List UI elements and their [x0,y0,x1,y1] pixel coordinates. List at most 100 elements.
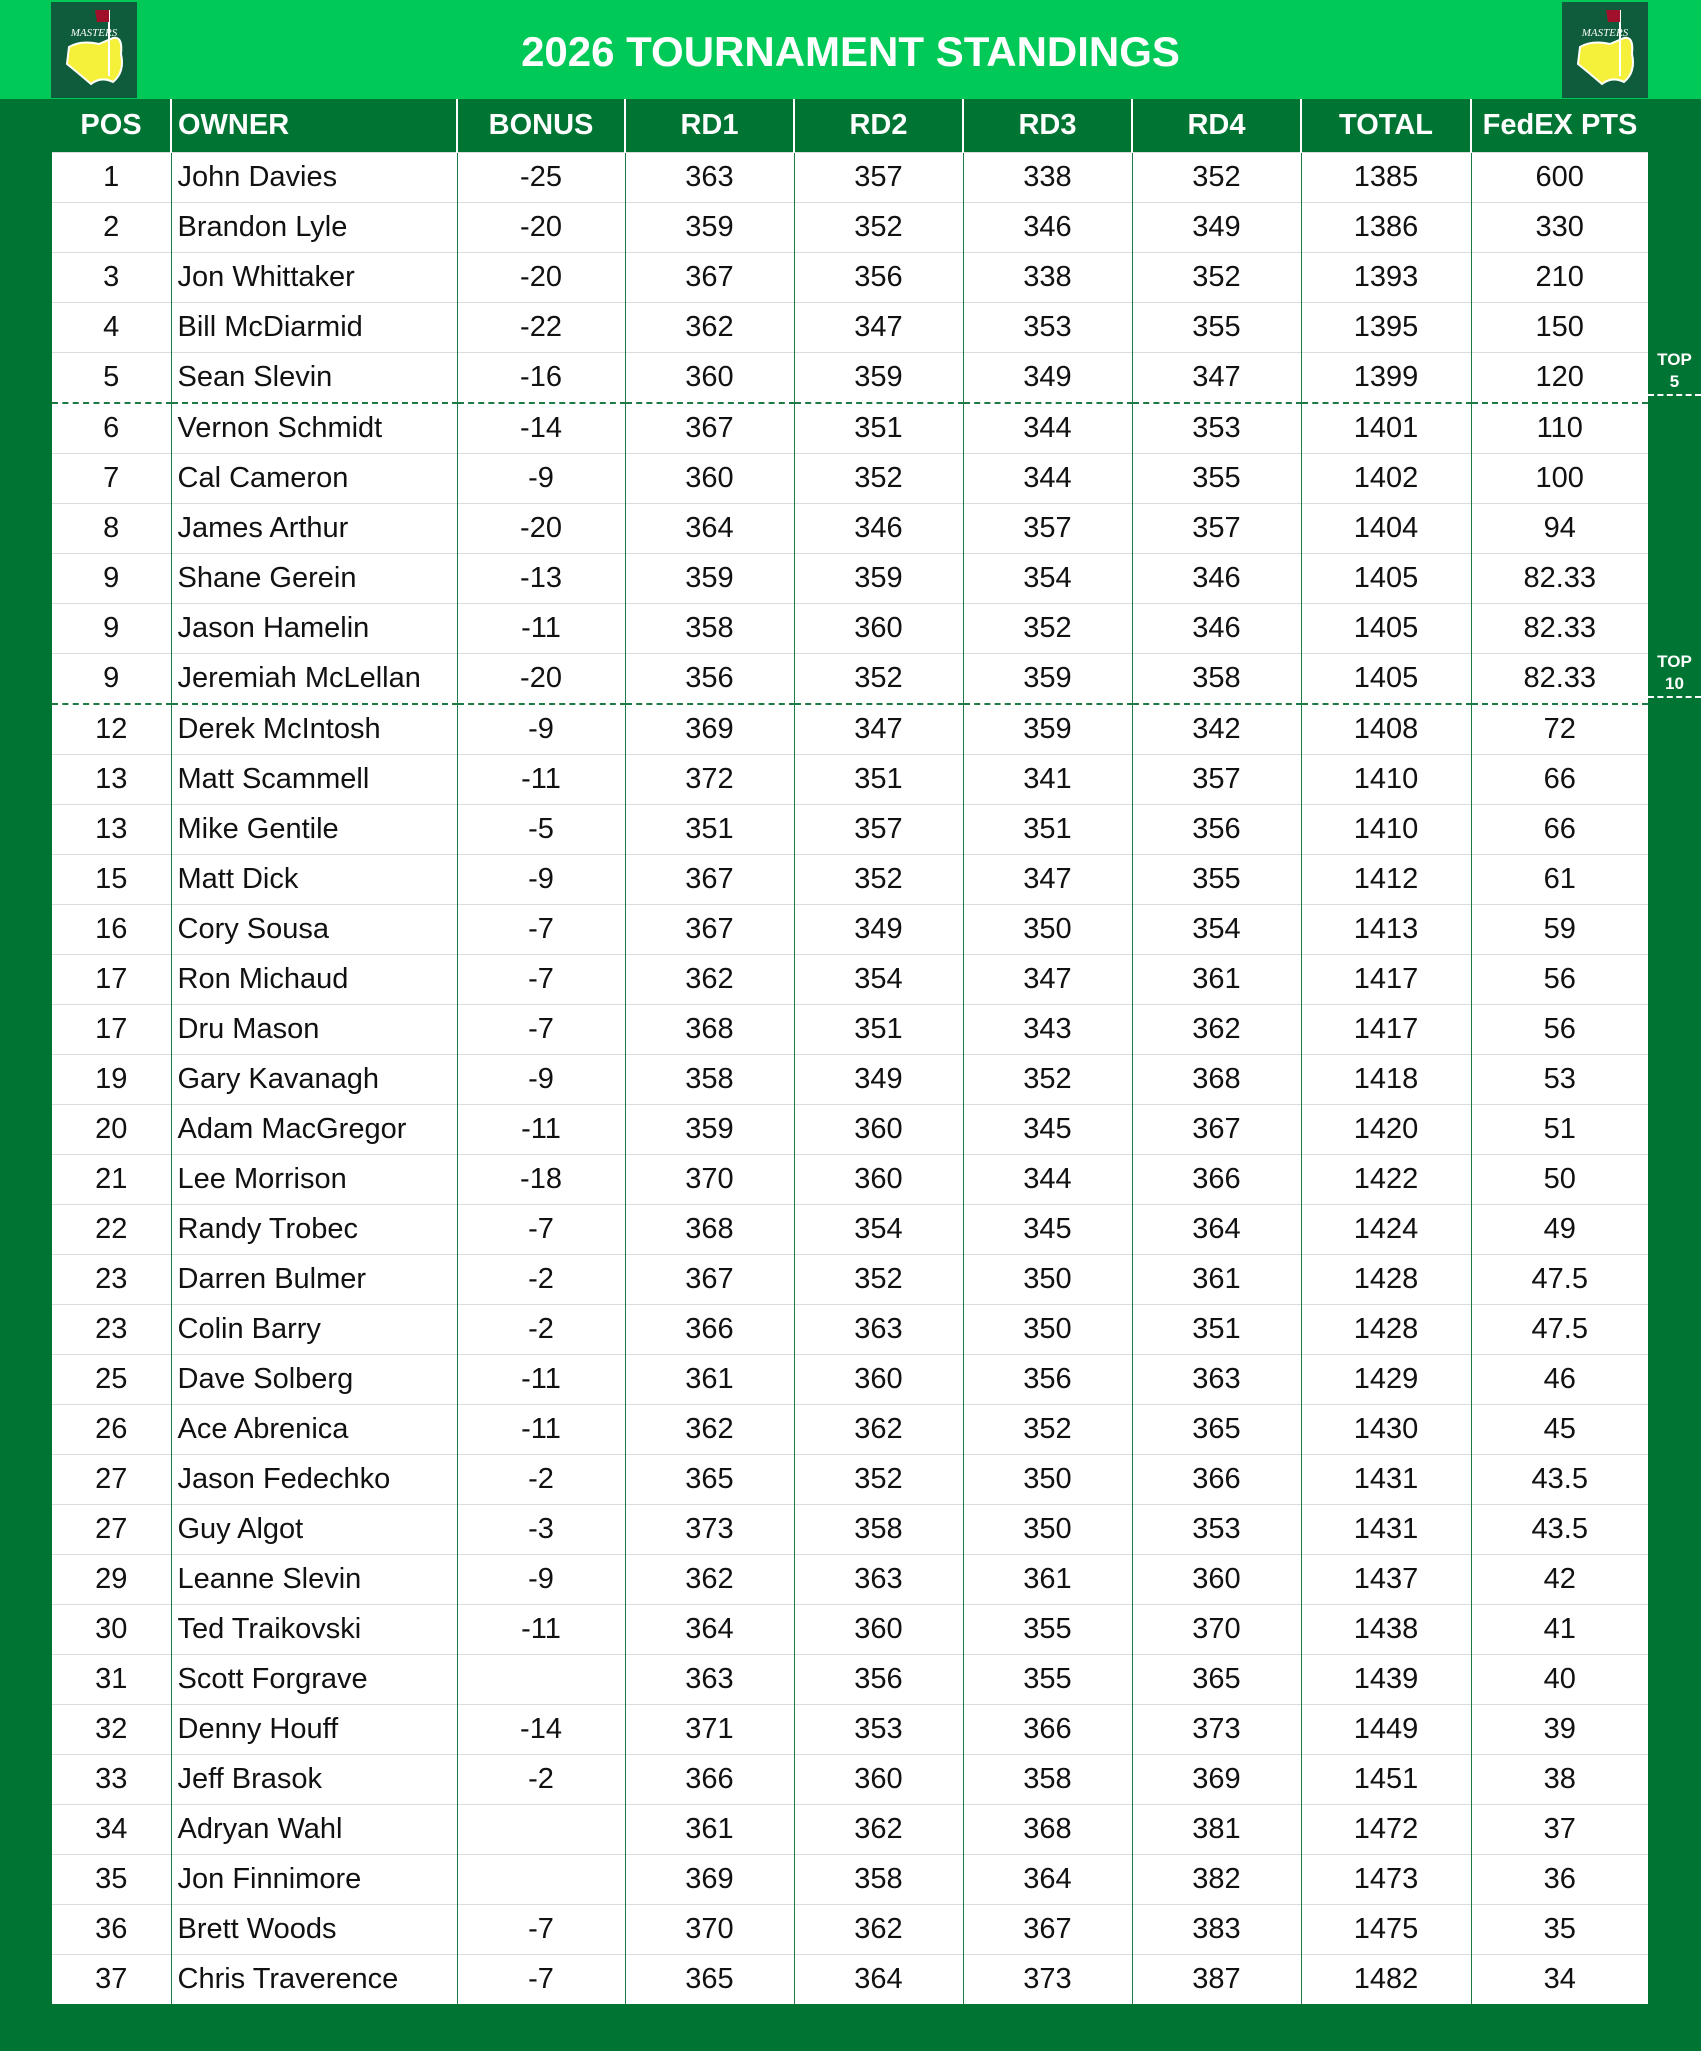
cell-rd1: 362 [624,302,794,353]
cell-total: 1438 [1300,1604,1471,1655]
cell-rd4: 387 [1131,1954,1301,2004]
cell-fedex-pts: 41 [1470,1604,1648,1655]
cell-pos: 9 [52,553,171,604]
cell-total: 1417 [1300,1004,1471,1055]
cell-rd3: 364 [962,1854,1132,1905]
cell-fedex-pts: 45 [1470,1404,1648,1455]
cell-pos: 32 [52,1704,171,1755]
cell-fedex-pts: 46 [1470,1354,1648,1405]
cell-rd4: 362 [1131,1004,1301,1055]
cell-total: 1405 [1300,653,1471,705]
table-row: 1 John Davies -25 363 357 338 352 1385 600 [52,152,1648,203]
cell-rd4: 352 [1131,152,1301,203]
cell-owner: Jason Fedechko [170,1454,457,1505]
cell-total: 1473 [1300,1854,1471,1905]
cell-fedex-pts: 66 [1470,804,1648,855]
cell-rd3: 367 [962,1904,1132,1955]
cell-owner: Jon Whittaker [170,252,457,303]
cell-pos: 31 [52,1654,171,1705]
cell-rd1: 366 [624,1754,794,1805]
cell-fedex-pts: 35 [1470,1904,1648,1955]
table-row: 5 Sean Slevin -16 360 359 349 347 1399 120 [52,352,1648,404]
cell-owner: Lee Morrison [170,1154,457,1205]
cell-rd4: 373 [1131,1704,1301,1755]
cell-fedex-pts: 82.33 [1470,603,1648,654]
cell-owner: John Davies [170,152,457,203]
cell-rd1: 365 [624,1954,794,2004]
standings-table: POS OWNER BONUS RD1 RD2 RD3 RD4 TOTAL FedEX PTS … [52,99,1648,2004]
table-row: 25 Dave Solberg -11 361 360 356 363 1429 46 [52,1354,1648,1405]
cell-fedex-pts: 56 [1470,1004,1648,1055]
cell-bonus: -2 [456,1754,625,1805]
cell-owner: Bill McDiarmid [170,302,457,353]
table-row: 37 Chris Traverence -7 365 364 373 387 1482 34 [52,1954,1648,2004]
cell-total: 1410 [1300,754,1471,805]
cell-rd1: 359 [624,553,794,604]
cell-rd3: 366 [962,1704,1132,1755]
cell-rd3: 355 [962,1604,1132,1655]
cell-bonus: -9 [456,1054,625,1105]
cell-rd1: 372 [624,754,794,805]
cell-fedex-pts: 56 [1470,954,1648,1005]
cell-owner: Guy Algot [170,1504,457,1555]
cell-rd4: 346 [1131,603,1301,654]
cell-rd1: 367 [624,252,794,303]
cell-rd2: 362 [793,1804,963,1855]
cell-rd3: 345 [962,1104,1132,1155]
cell-bonus: -7 [456,1954,625,2004]
cell-rd1: 366 [624,1304,794,1355]
cell-total: 1410 [1300,804,1471,855]
cell-bonus: -25 [456,152,625,203]
table-row: 29 Leanne Slevin -9 362 363 361 360 1437 42 [52,1554,1648,1605]
cell-rd3: 357 [962,503,1132,554]
cell-bonus [456,1854,625,1905]
cell-bonus: -16 [456,352,625,404]
cell-fedex-pts: 47.5 [1470,1254,1648,1305]
cell-rd1: 369 [624,1854,794,1905]
marker-label: 5 [1669,372,1680,391]
cell-pos: 25 [52,1354,171,1405]
cell-rd1: 360 [624,352,794,404]
table-row: 16 Cory Sousa -7 367 349 350 354 1413 59 [52,904,1648,955]
cell-pos: 13 [52,754,171,805]
cell-rd1: 370 [624,1904,794,1955]
cell-total: 1385 [1300,152,1471,203]
cell-pos: 8 [52,503,171,554]
cell-rd4: 369 [1131,1754,1301,1805]
cell-rd4: 352 [1131,252,1301,303]
cell-owner: James Arthur [170,503,457,554]
column-header-rd2: RD2 [793,99,963,153]
cell-pos: 23 [52,1304,171,1355]
cell-rd3: 352 [962,1054,1132,1105]
cell-rd2: 362 [793,1904,963,1955]
cell-fedex-pts: 39 [1470,1704,1648,1755]
cell-rd2: 363 [793,1304,963,1355]
cell-fedex-pts: 43.5 [1470,1454,1648,1505]
cell-pos: 37 [52,1954,171,2004]
cell-rd3: 350 [962,1304,1132,1355]
cell-pos: 27 [52,1454,171,1505]
cell-pos: 17 [52,954,171,1005]
cell-owner: Brandon Lyle [170,202,457,253]
cell-total: 1429 [1300,1354,1471,1405]
cell-bonus: -2 [456,1254,625,1305]
cell-owner: Mike Gentile [170,804,457,855]
cell-rd2: 363 [793,1554,963,1605]
cell-fedex-pts: 66 [1470,754,1648,805]
cell-total: 1424 [1300,1204,1471,1255]
cell-owner: Scott Forgrave [170,1654,457,1705]
cell-rd1: 368 [624,1004,794,1055]
cell-rd1: 369 [624,703,794,755]
cell-rd1: 360 [624,453,794,504]
cell-owner: Jeff Brasok [170,1754,457,1805]
cell-rd1: 364 [624,503,794,554]
cell-total: 1401 [1300,402,1471,454]
cell-owner: Cory Sousa [170,904,457,955]
cell-bonus: -2 [456,1454,625,1505]
cell-pos: 17 [52,1004,171,1055]
cell-rd3: 351 [962,804,1132,855]
cell-bonus: -9 [456,703,625,755]
cell-rd4: 368 [1131,1054,1301,1105]
cell-rd3: 358 [962,1754,1132,1805]
cell-fedex-pts: 34 [1470,1954,1648,2004]
